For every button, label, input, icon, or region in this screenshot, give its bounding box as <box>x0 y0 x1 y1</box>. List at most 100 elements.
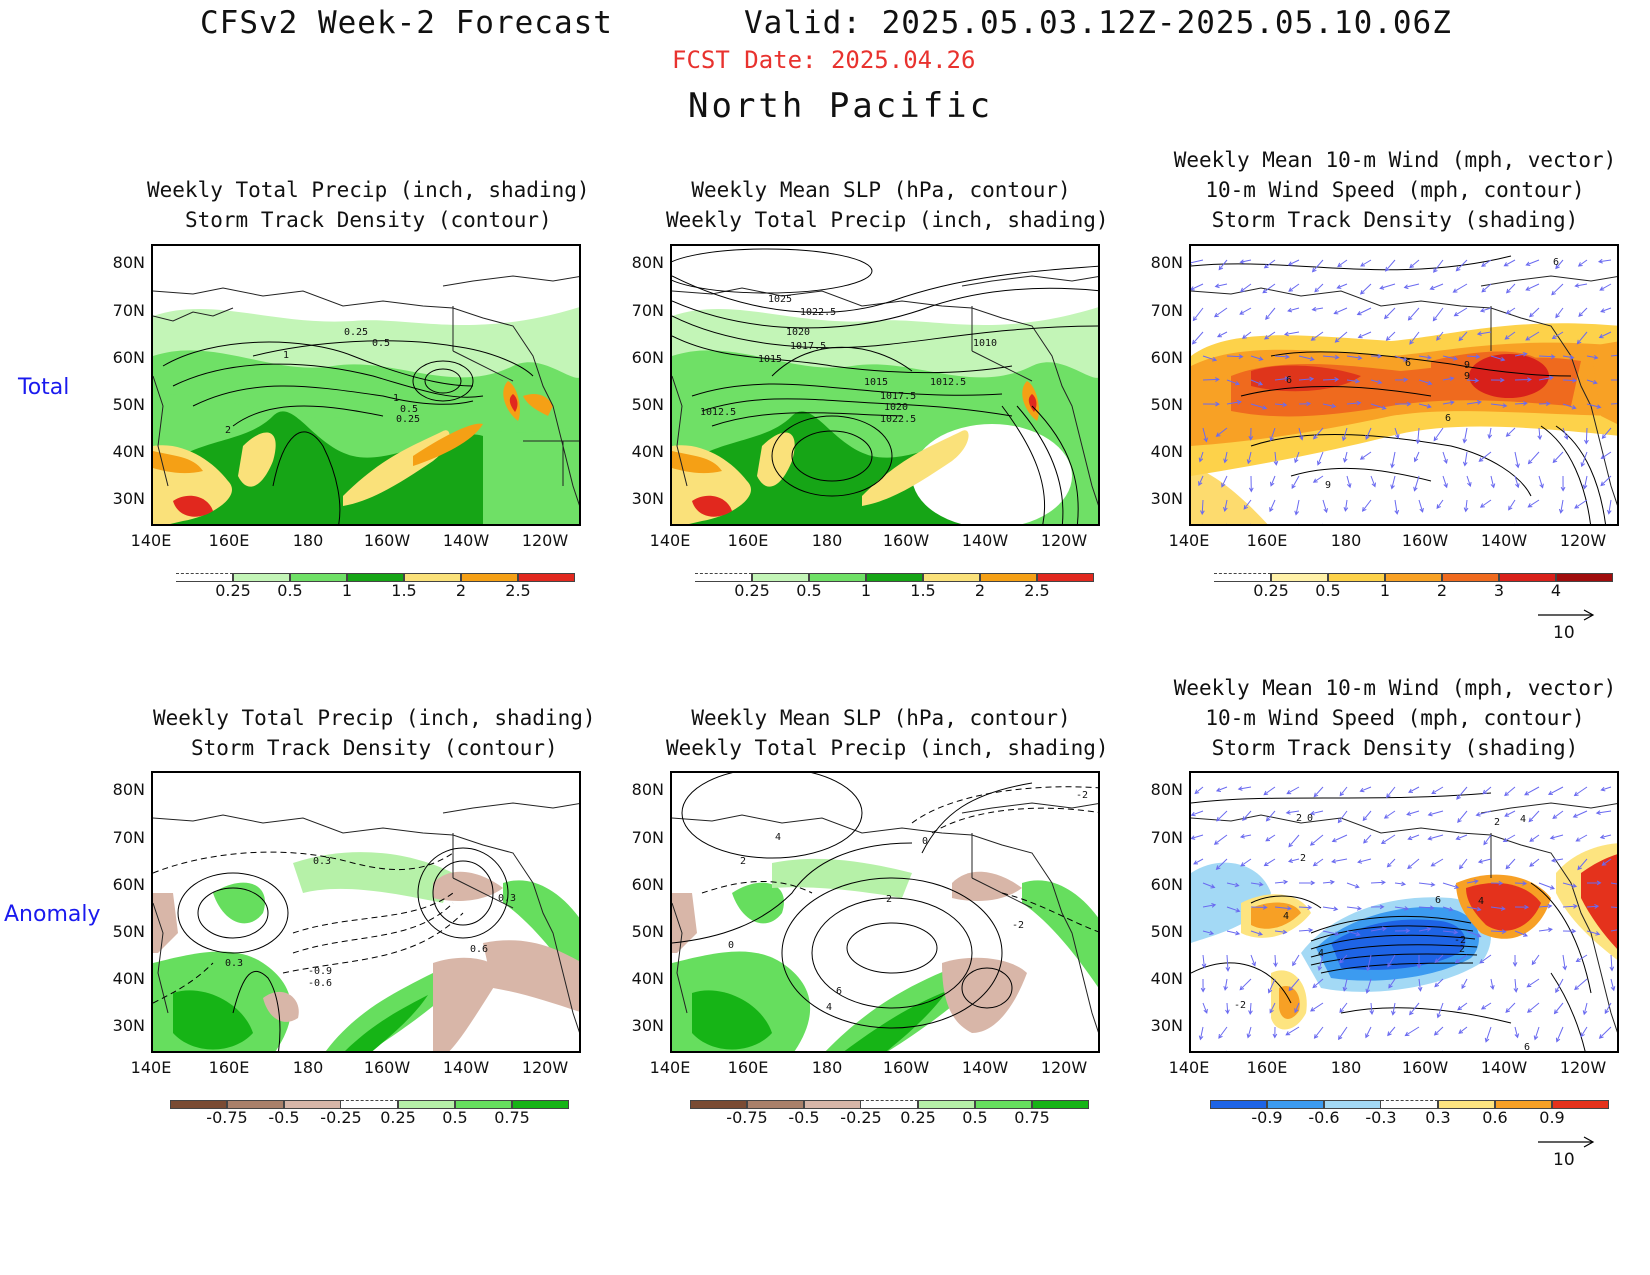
wind-vector <box>1202 1002 1208 1014</box>
colorbar-label: 0.25 <box>734 581 770 600</box>
wind-vector <box>1551 283 1564 296</box>
wind-vector <box>1263 858 1276 867</box>
wind-vector <box>1476 331 1492 336</box>
lon-label: 160W <box>1401 1058 1449 1077</box>
colorbar-label: 0.6 <box>1482 1108 1508 1127</box>
panel-title-wind-anom: Weekly Mean 10-m Wind (mph, vector) 10-m… <box>1173 676 1617 760</box>
wind-vector <box>1479 954 1492 964</box>
wind-vector <box>1600 786 1612 792</box>
wind-vector <box>1538 1050 1539 1051</box>
wind-vector <box>1505 307 1516 315</box>
wind-vector <box>1528 810 1540 823</box>
wind-vector <box>1610 403 1617 405</box>
wind-vector <box>1226 882 1240 888</box>
colorbar-label: -0.75 <box>726 1108 768 1127</box>
colorbar-swatch <box>809 573 866 582</box>
colorbar-label: -0.5 <box>788 1108 820 1127</box>
colorbar-label: 0.25 <box>380 1108 416 1127</box>
contour-label: 6 <box>1405 358 1412 369</box>
wind-vector <box>1514 881 1528 886</box>
lat-label: 80N <box>631 780 664 799</box>
wind-vector <box>1346 378 1361 384</box>
wind-vector <box>1346 930 1361 937</box>
lon-label: 160E <box>1246 531 1288 550</box>
wind-vector <box>1241 331 1252 339</box>
wind-vector <box>1527 451 1540 465</box>
colorbar-label: -0.3 <box>1365 1108 1397 1127</box>
wind-vector <box>1587 523 1588 524</box>
wind-vector <box>1380 834 1396 844</box>
contour-label: 4 <box>1478 896 1485 907</box>
lat-label: 60N <box>112 348 145 367</box>
wind-vector <box>1283 331 1300 337</box>
wind-vector <box>1413 475 1420 492</box>
wind-vector <box>1248 427 1254 441</box>
wind-vector <box>1418 882 1436 887</box>
wind-vector <box>1481 283 1492 293</box>
wind-vector <box>1221 475 1228 488</box>
wind-vector <box>1201 954 1207 969</box>
wind-vector <box>1458 858 1468 870</box>
wind-vector <box>1538 882 1555 890</box>
wind-vector <box>1331 834 1348 843</box>
wind-vector <box>1563 1050 1564 1051</box>
wind-vector <box>1338 954 1348 964</box>
wind-vector <box>1433 259 1444 273</box>
wind-vector <box>1562 354 1575 360</box>
wind-vector <box>1322 499 1328 514</box>
contour-label: 2 <box>1459 944 1466 955</box>
colorbar-swatch <box>1328 573 1385 582</box>
lat-label: 50N <box>112 395 145 414</box>
colorbar-label: 0.9 <box>1539 1108 1565 1127</box>
wind-vector <box>1239 259 1252 264</box>
wind-vector <box>1600 475 1612 487</box>
wind-vector <box>1312 475 1324 483</box>
wind-vector <box>1538 903 1553 909</box>
colorbar-swatch <box>227 1100 284 1109</box>
wind-vector <box>1322 354 1340 360</box>
wind-vector <box>1202 1050 1203 1051</box>
wind-vector <box>1265 810 1276 822</box>
lon-label: 120W <box>1559 531 1607 550</box>
wind-vector <box>1216 331 1228 338</box>
wind-vector <box>1442 1050 1443 1051</box>
wind-vector <box>1452 283 1468 293</box>
lon-label: 140E <box>649 531 691 550</box>
wind-vector <box>1409 1002 1420 1016</box>
wind-vector <box>1505 858 1516 870</box>
wind-vector <box>1213 834 1228 845</box>
wind-vector <box>1274 1050 1275 1051</box>
lat-label: 40N <box>631 969 664 988</box>
contour-label: -0.9 <box>308 966 333 977</box>
lat-label: 60N <box>112 875 145 894</box>
wind-vector <box>1243 499 1252 510</box>
vector-reference-arrow-anomaly <box>1538 1136 1595 1148</box>
wind-vector <box>1417 978 1423 992</box>
colorbar-label: 0.75 <box>1014 1108 1050 1127</box>
colorbar-swatch <box>918 1100 975 1109</box>
wind-vector <box>1339 786 1348 797</box>
wind-vector <box>1191 810 1204 817</box>
map-slp-precip-anomaly <box>670 771 1100 1053</box>
wind-vector <box>1269 499 1276 513</box>
wind-vector <box>1365 978 1372 994</box>
wind-vector <box>1338 1026 1348 1041</box>
wind-vector <box>1609 954 1615 972</box>
wind-vector <box>1586 379 1598 385</box>
colorbar-swatch <box>747 1100 804 1109</box>
contour-label: 4 <box>1283 911 1290 922</box>
colorbar-label: 2.5 <box>505 581 531 600</box>
lon-label: 120W <box>521 1058 569 1077</box>
contour-label: 2 <box>225 425 232 436</box>
wind-vector <box>1430 858 1444 867</box>
wind-vector <box>1223 978 1228 991</box>
wind-vector <box>1463 499 1469 513</box>
wind-vector <box>1418 523 1419 524</box>
wind-vector <box>1584 427 1589 445</box>
lat-label: 60N <box>631 875 664 894</box>
colorbar-swatch <box>1037 573 1094 582</box>
colorbar-label: 0.25 <box>215 581 251 600</box>
wind-vector <box>1356 307 1372 316</box>
wind-vector <box>1287 259 1300 266</box>
wind-vector <box>1466 906 1482 912</box>
